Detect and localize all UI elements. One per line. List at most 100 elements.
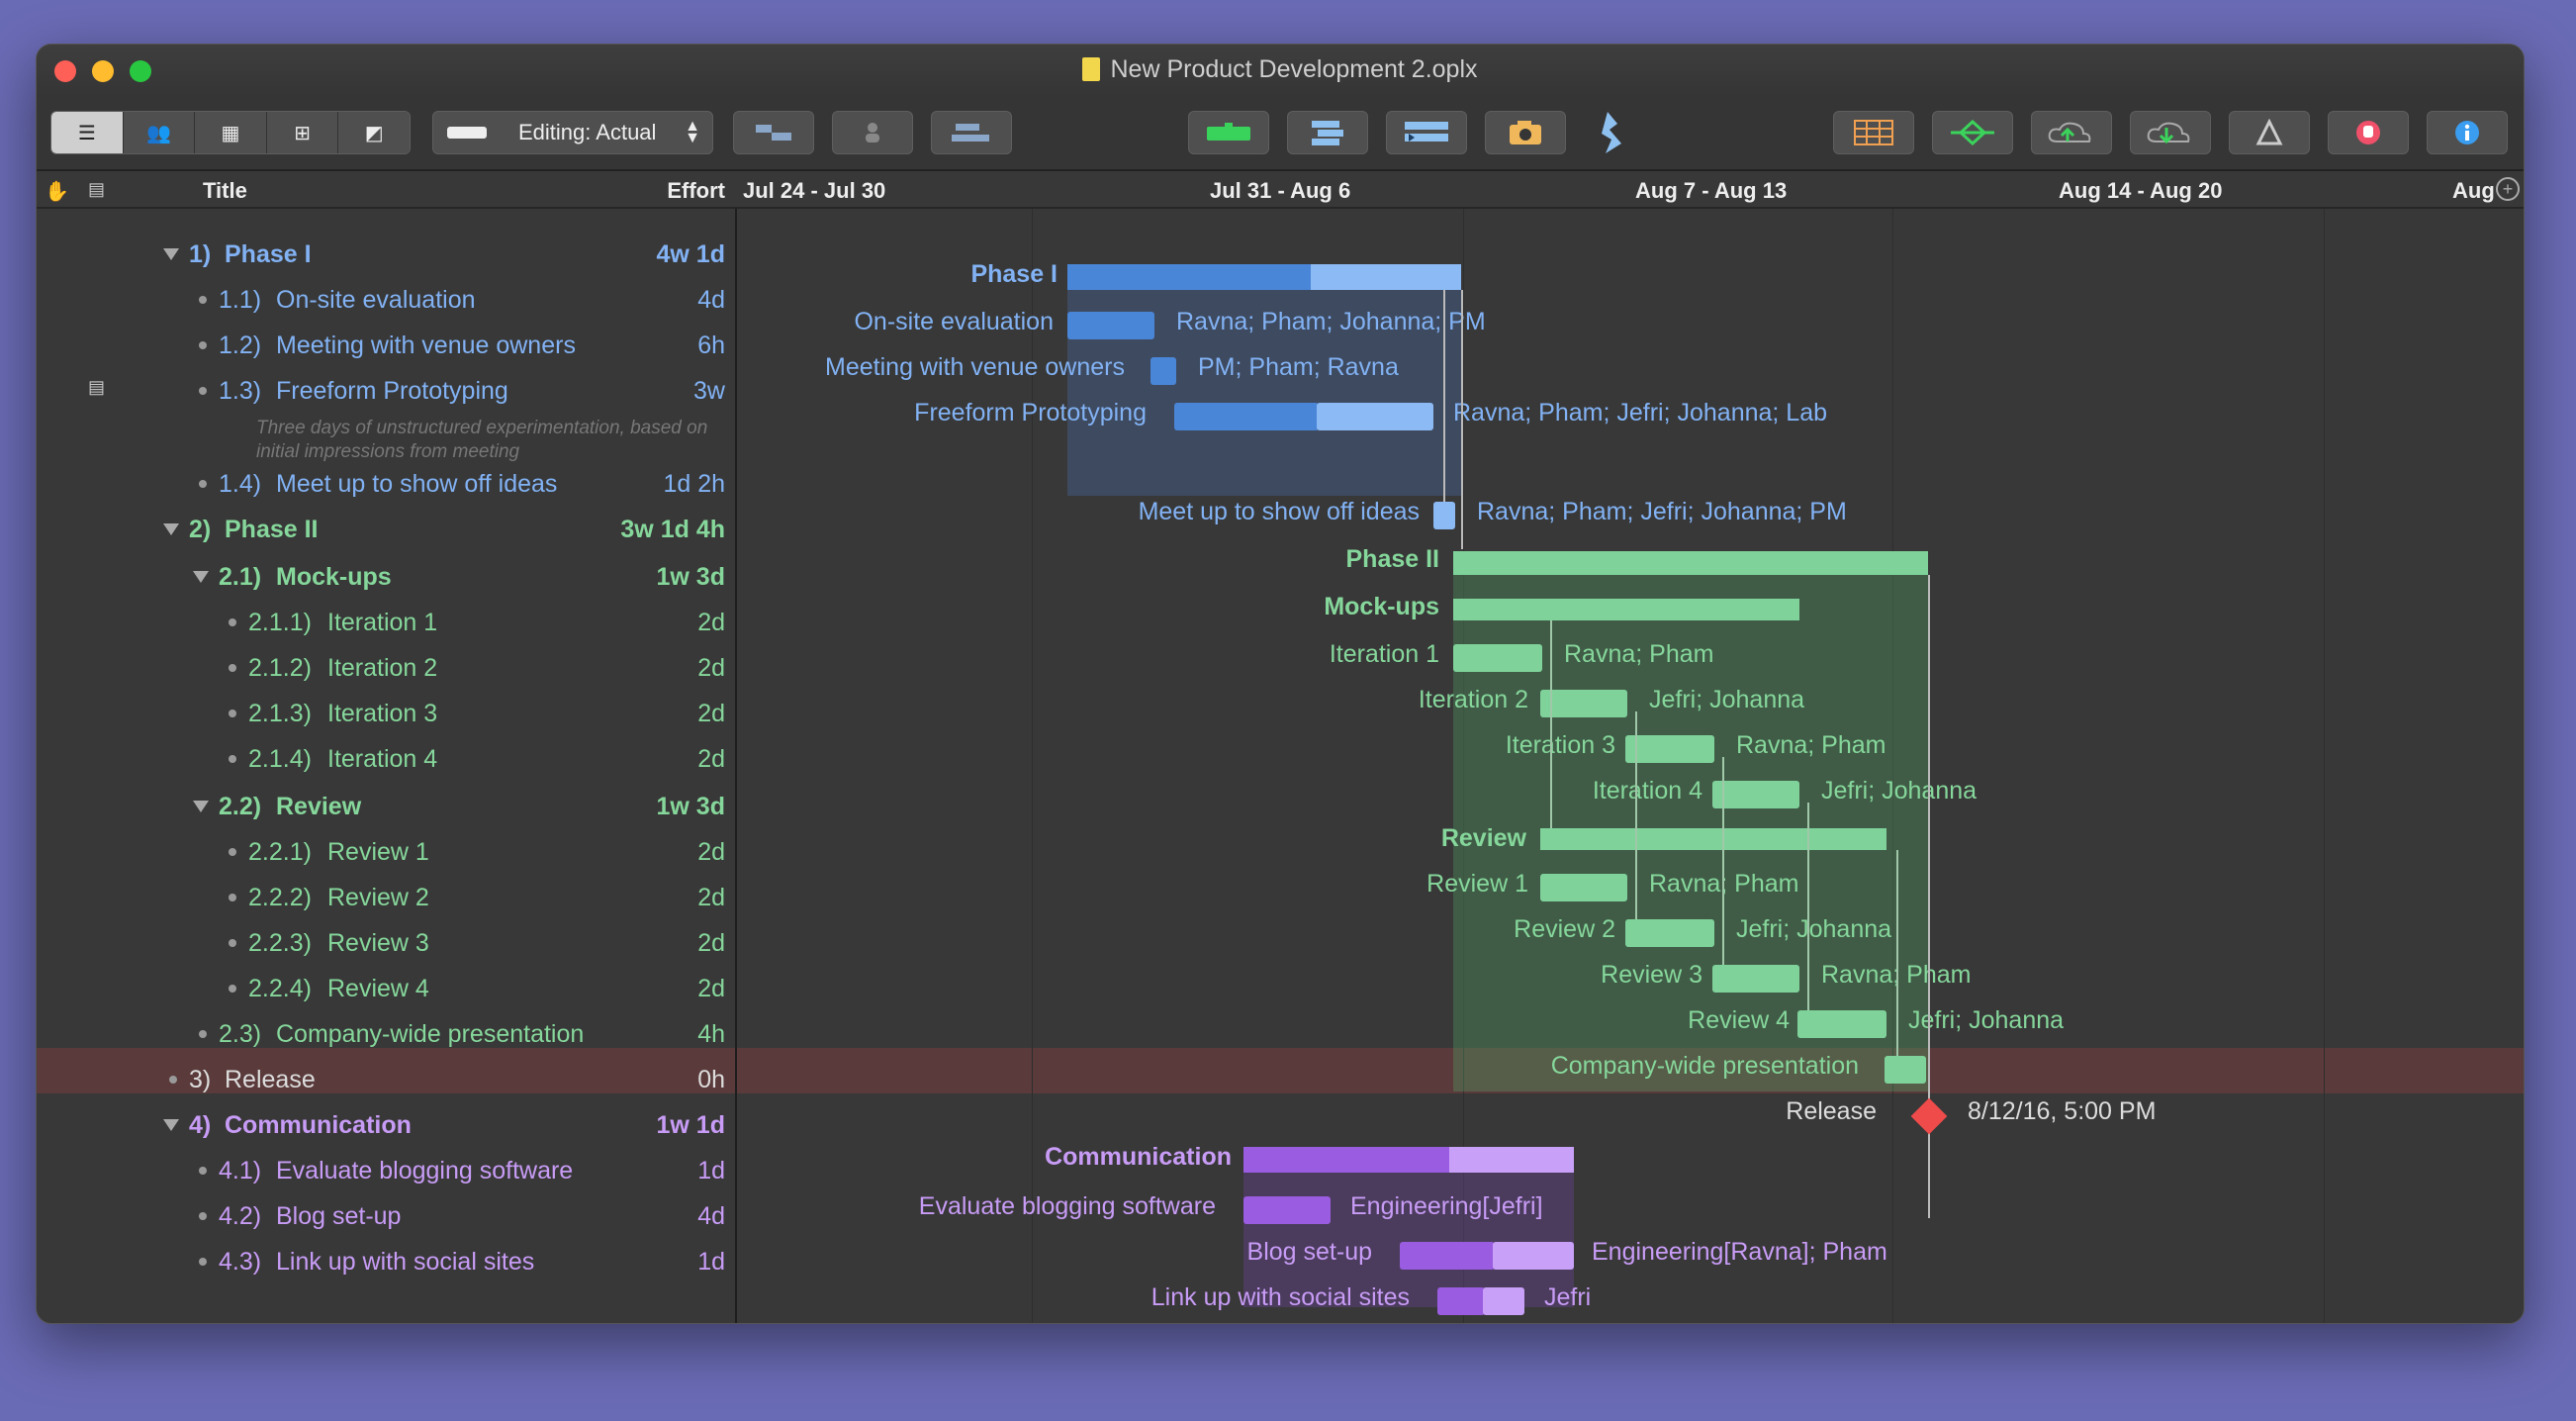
row-title[interactable]: Review 1 — [327, 838, 429, 866]
row-effort[interactable]: 2d — [697, 929, 725, 957]
row-title[interactable]: Link up with social sites — [276, 1248, 535, 1276]
outline-row[interactable]: 2.1.2) Iteration 2 2d — [37, 646, 737, 692]
row-title[interactable]: Meeting with venue owners — [276, 332, 576, 359]
row-effort[interactable]: 2d — [697, 700, 725, 727]
outline-row[interactable]: 2.1.4) Iteration 4 2d — [37, 737, 737, 783]
resource-view-icon[interactable]: 👥 — [123, 112, 196, 153]
release-milestone-icon[interactable] — [1910, 1097, 1948, 1135]
row-title[interactable]: Phase II — [225, 516, 319, 543]
outline-row[interactable]: 1.4) Meet up to show off ideas 1d 2h — [37, 462, 737, 508]
sync-button[interactable] — [1586, 111, 1637, 154]
subscribe-button[interactable] — [2130, 111, 2211, 154]
disclosure-triangle-icon[interactable] — [193, 801, 209, 812]
row-effort[interactable]: 2d — [697, 838, 725, 866]
network-view-icon[interactable]: ⊞ — [266, 112, 339, 153]
view-mode-segmented[interactable]: ☰ 👥 ▦ ⊞ ◩ — [50, 111, 411, 154]
change-button[interactable] — [2229, 111, 2310, 154]
row-effort[interactable]: 1d — [697, 1157, 725, 1184]
row-title[interactable]: Iteration 2 — [327, 654, 438, 682]
row-effort[interactable]: 2d — [697, 975, 725, 1002]
row-title[interactable]: Mock-ups — [276, 563, 392, 591]
editing-mode-popup[interactable]: Editing: Actual ▲ ▼ — [432, 111, 713, 154]
row-title[interactable]: Iteration 1 — [327, 609, 438, 636]
outline-row[interactable]: 2.2.4) Review 4 2d — [37, 967, 737, 1012]
iteration4-bar[interactable] — [1712, 781, 1799, 808]
zoom-icon[interactable]: + — [2496, 177, 2520, 201]
review1-bar[interactable] — [1540, 874, 1627, 901]
outline-row[interactable]: 4.1) Evaluate blogging software 1d — [37, 1149, 737, 1194]
row-title[interactable]: Communication — [225, 1111, 412, 1139]
blogsetup-bar[interactable] — [1400, 1242, 1495, 1270]
onsite-bar[interactable] — [1067, 312, 1154, 339]
iteration3-bar[interactable] — [1625, 735, 1714, 763]
outline-row[interactable]: 1.2) Meeting with venue owners 6h — [37, 324, 737, 369]
violations-button[interactable] — [2328, 111, 2409, 154]
row-effort[interactable]: 1d 2h — [663, 470, 725, 498]
row-effort[interactable]: 4w 1d — [656, 240, 725, 268]
indent-button[interactable] — [733, 111, 814, 154]
outline-row[interactable]: 1.3) Freeform Prototyping 3w ▤ Three days of… — [37, 369, 737, 462]
track-button[interactable] — [1287, 111, 1368, 154]
row-effort[interactable]: 3w 1d 4h — [620, 516, 725, 543]
outline-row[interactable]: 2.1) Mock-ups 1w 3d — [37, 555, 737, 601]
row-title[interactable]: Company-wide presentation — [276, 1020, 585, 1048]
outline-row[interactable]: 4.2) Blog set-up 4d — [37, 1194, 737, 1240]
review4-bar[interactable] — [1797, 1010, 1886, 1038]
outline-row[interactable]: 2.2.3) Review 3 2d — [37, 921, 737, 967]
disclosure-triangle-icon[interactable] — [163, 523, 179, 535]
outline-row[interactable]: 2.2.2) Review 2 2d — [37, 876, 737, 921]
phase2-bar[interactable] — [1453, 551, 1928, 575]
row-title[interactable]: Iteration 4 — [327, 745, 438, 773]
meeting-bar[interactable] — [1150, 357, 1176, 385]
outline-row[interactable]: 2.2.1) Review 1 2d — [37, 830, 737, 876]
freeform-bar[interactable] — [1174, 403, 1319, 430]
row-effort[interactable]: 4d — [697, 286, 725, 314]
communication-bar[interactable] — [1243, 1147, 1451, 1173]
effort-column-header[interactable]: Effort — [667, 178, 725, 203]
iteration2-bar[interactable] — [1540, 690, 1627, 717]
row-title[interactable]: Review 2 — [327, 884, 429, 911]
row-title[interactable]: Review 3 — [327, 929, 429, 957]
row-effort[interactable]: 0h — [697, 1066, 725, 1093]
outline-row[interactable]: 2.2) Review 1w 3d — [37, 785, 737, 830]
note-icon[interactable]: ▤ — [88, 377, 106, 397]
task-view-icon[interactable]: ☰ — [51, 112, 124, 153]
phase1-bar[interactable] — [1067, 264, 1319, 290]
level-button[interactable] — [1188, 111, 1269, 154]
row-title[interactable]: Evaluate blogging software — [276, 1157, 574, 1184]
outline-row[interactable]: 1.1) On-site evaluation 4d — [37, 278, 737, 324]
evalblog-bar[interactable] — [1243, 1196, 1331, 1224]
outline-row[interactable]: 4) Communication 1w 1d — [37, 1103, 737, 1149]
review-bar[interactable] — [1540, 828, 1886, 850]
minimize-button[interactable] — [92, 60, 114, 82]
linkup-bar[interactable] — [1437, 1287, 1485, 1315]
calendar-view-icon[interactable]: ▦ — [195, 112, 267, 153]
row-effort[interactable]: 2d — [697, 609, 725, 636]
disclosure-triangle-icon[interactable] — [163, 248, 179, 260]
row-title[interactable]: Review — [276, 793, 362, 820]
row-effort[interactable]: 1w 1d — [656, 1111, 725, 1139]
row-effort[interactable]: 1w 3d — [656, 563, 725, 591]
row-title[interactable]: Phase I — [225, 240, 312, 268]
row-effort[interactable]: 1w 3d — [656, 793, 725, 820]
mockups-bar[interactable] — [1453, 599, 1799, 620]
row-effort[interactable]: 2d — [697, 745, 725, 773]
baseline-button[interactable] — [1485, 111, 1566, 154]
outline-row[interactable]: 2) Phase II 3w 1d 4h — [37, 508, 737, 553]
styles-view-icon[interactable]: ◩ — [338, 112, 410, 153]
review3-bar[interactable] — [1712, 965, 1799, 993]
row-title[interactable]: Iteration 3 — [327, 700, 438, 727]
row-effort[interactable]: 2d — [697, 884, 725, 911]
outline-row[interactable]: 2.1.1) Iteration 1 2d — [37, 601, 737, 646]
close-button[interactable] — [54, 60, 76, 82]
row-title[interactable]: Release — [225, 1066, 316, 1093]
iteration1-bar[interactable] — [1453, 644, 1542, 672]
row-title[interactable]: On-site evaluation — [276, 286, 476, 314]
row-effort[interactable]: 4h — [697, 1020, 725, 1048]
row-effort[interactable]: 6h — [697, 332, 725, 359]
outline-row[interactable]: 1) Phase I 4w 1d — [37, 233, 737, 278]
connect-button[interactable] — [931, 111, 1012, 154]
row-title[interactable]: Meet up to show off ideas — [276, 470, 558, 498]
row-effort[interactable]: 3w — [693, 377, 725, 405]
disclosure-triangle-icon[interactable] — [193, 571, 209, 583]
